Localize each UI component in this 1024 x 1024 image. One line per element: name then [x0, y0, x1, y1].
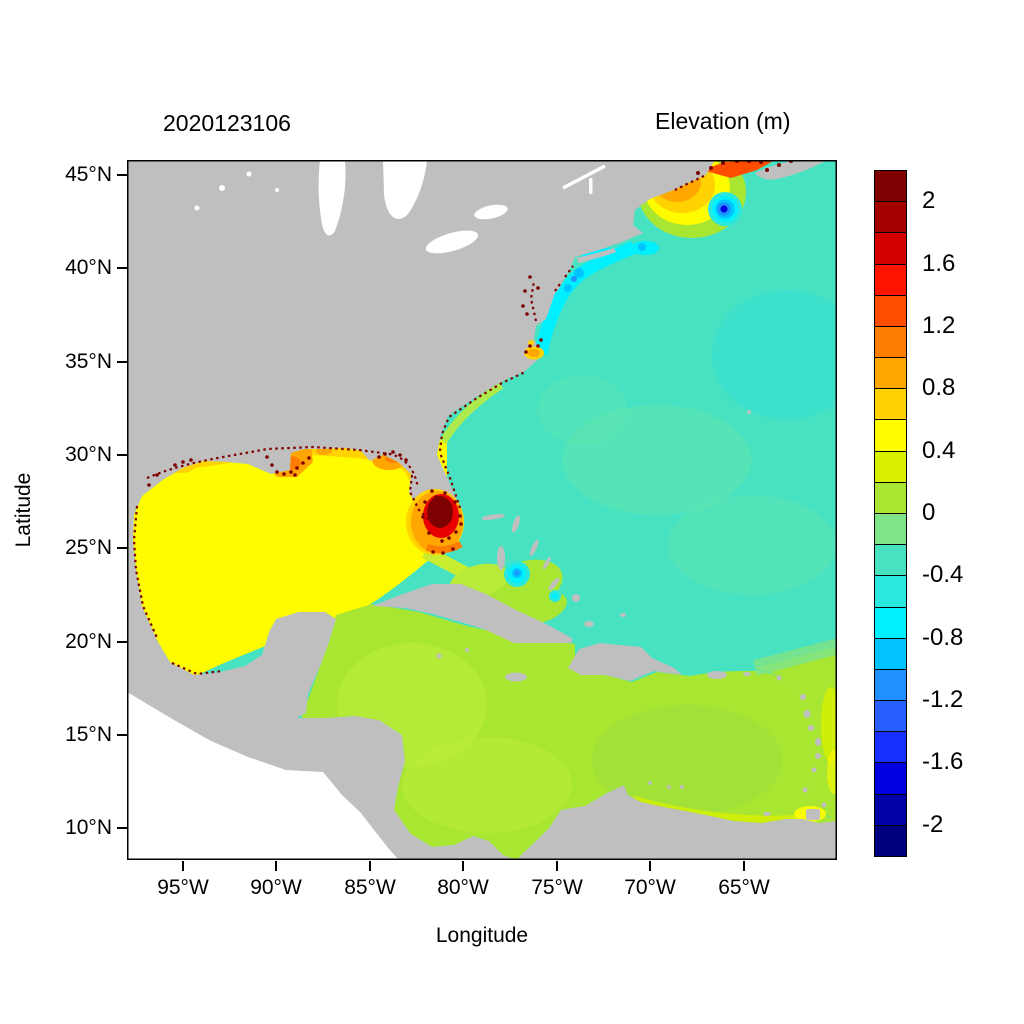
y-tick-label: 30°N — [65, 443, 112, 466]
y-tick-mark — [117, 267, 127, 269]
colorbar-block — [874, 544, 907, 577]
colorbar-block — [874, 668, 907, 702]
x-tick-label: 70°W — [624, 876, 676, 899]
x-tick-mark — [369, 861, 371, 871]
colorbar-block — [874, 481, 907, 514]
colorbar-tick-label: 0 — [922, 499, 936, 526]
x-tick-label: 80°W — [437, 876, 489, 899]
colorbar-block — [874, 325, 907, 359]
colorbar-tick-label: 1.2 — [922, 311, 956, 339]
y-tick-label: 35°N — [65, 350, 112, 373]
colorbar-tick-label: 0.4 — [922, 436, 956, 464]
y-tick-label: 10°N — [65, 816, 112, 839]
x-tick-label: 90°W — [250, 876, 302, 899]
colorbar-block — [874, 201, 907, 234]
y-tick-label: 25°N — [65, 536, 112, 559]
elevation-map — [127, 160, 837, 860]
colorbar-block — [874, 637, 907, 670]
islands-layer — [372, 160, 827, 820]
colorbar-block — [874, 731, 907, 764]
colorbar-tick-label: 1.6 — [922, 249, 956, 277]
colorbar-tick-label: -0.8 — [922, 623, 964, 651]
colorbar-block — [874, 357, 907, 390]
y-tick-mark — [117, 361, 127, 363]
x-tick-label: 95°W — [157, 876, 209, 899]
y-tick-label: 15°N — [65, 723, 112, 746]
colorbar-tick-label: -2 — [922, 810, 944, 838]
y-tick-mark — [117, 174, 127, 176]
colorbar-tick-label: -1.2 — [922, 686, 964, 714]
lakes-layer — [194, 160, 606, 254]
x-tick-label: 75°W — [531, 876, 583, 899]
x-tick-mark — [556, 861, 558, 871]
y-tick-mark — [117, 547, 127, 549]
colorbar-block — [874, 263, 907, 296]
colorbar-block — [874, 232, 907, 265]
colorbar-tick-label: 2 — [922, 187, 936, 215]
colorbar-block — [874, 170, 907, 203]
y-tick-label: 40°N — [65, 256, 112, 279]
colorbar-block — [874, 793, 907, 826]
colorbar-block — [874, 824, 907, 857]
y-tick-mark — [117, 641, 127, 643]
colorbar-block — [874, 294, 907, 327]
coastal-speckle-dots — [147, 160, 793, 487]
colorbar-block — [874, 700, 907, 733]
colorbar-tick-label: 0.8 — [922, 374, 956, 402]
colorbar-block — [874, 606, 907, 639]
y-tick-label: 45°N — [65, 163, 112, 186]
colorbar-block — [874, 450, 907, 483]
x-tick-label: 65°W — [718, 876, 770, 899]
colorbar-block — [874, 513, 907, 546]
x-tick-mark — [462, 861, 464, 871]
coastal-speckles-layer — [132, 175, 705, 676]
y-tick-mark — [117, 734, 127, 736]
x-tick-mark — [743, 861, 745, 871]
colorbar-block — [874, 575, 907, 608]
x-tick-mark — [649, 861, 651, 871]
plot-title: Elevation (m) — [655, 108, 791, 134]
colorbar-block — [874, 388, 907, 421]
x-tick-label: 85°W — [344, 876, 396, 899]
y-tick-label: 20°N — [65, 630, 112, 653]
map-frame — [127, 160, 837, 860]
x-tick-mark — [275, 861, 277, 871]
y-axis-title: Latitude — [12, 472, 35, 548]
colorbar-tick-label: -1.6 — [922, 748, 964, 776]
run-timestamp: 2020123106 — [163, 110, 291, 136]
colorbar-block — [874, 762, 907, 795]
colorbar-tick-label: -0.4 — [922, 561, 964, 589]
x-tick-mark — [182, 861, 184, 871]
florida-hotspot-layer — [406, 489, 464, 555]
colorbar-block — [874, 419, 907, 452]
x-axis-title: Longitude — [435, 924, 529, 947]
y-tick-mark — [117, 827, 127, 829]
outside-domain-layer — [127, 692, 399, 860]
y-tick-mark — [117, 454, 127, 456]
